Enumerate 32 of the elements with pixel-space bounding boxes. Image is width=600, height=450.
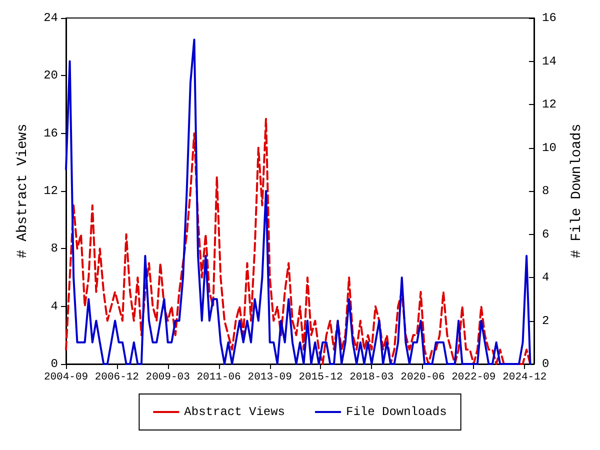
x-tick-label: 2011-06 (196, 372, 241, 384)
y2-tick-label: 0 (542, 357, 550, 371)
y2-tick-label: 2 (542, 314, 550, 328)
x-tick-label: 2013-09 (248, 372, 292, 384)
x-tick-label: 2009-03 (146, 372, 190, 384)
y2-tick-label: 8 (542, 184, 550, 198)
y-tick-label: 8 (50, 242, 58, 256)
y-tick-label: 20 (44, 68, 58, 83)
legend-label: Abstract Views (184, 405, 286, 419)
y-tick-label: 16 (44, 126, 58, 140)
x-tick-label: 2006-12 (94, 372, 139, 384)
y-tick-label: 4 (50, 299, 58, 314)
y-tick-label: 0 (50, 357, 58, 371)
y-tick-label: 12 (44, 184, 58, 198)
y-axis-title: # Abstract Views (15, 124, 31, 258)
y2-tick-label: 4 (542, 270, 550, 284)
x-tick-label: 2020-06 (400, 372, 445, 384)
x-tick-label: 2004-09 (44, 372, 88, 384)
y2-tick-label: 14 (542, 54, 556, 68)
line-series (65, 38, 532, 365)
x-tick-label: 2022-09 (452, 372, 496, 384)
y2-tick-label: 6 (542, 227, 550, 242)
legend-label: File Downloads (346, 405, 447, 419)
y-tick-label: 24 (44, 11, 58, 25)
y2-tick-label: 10 (542, 140, 556, 155)
line-series (65, 118, 532, 365)
y2-tick-label: 12 (542, 98, 556, 112)
y2-axis-title: # File Downloads (569, 124, 585, 258)
y2-tick-label: 16 (542, 11, 556, 25)
x-tick-label: 2018-03 (350, 372, 394, 384)
x-tick-label: 2024-12 (502, 372, 547, 384)
x-tick-label: 2015-12 (298, 372, 343, 384)
